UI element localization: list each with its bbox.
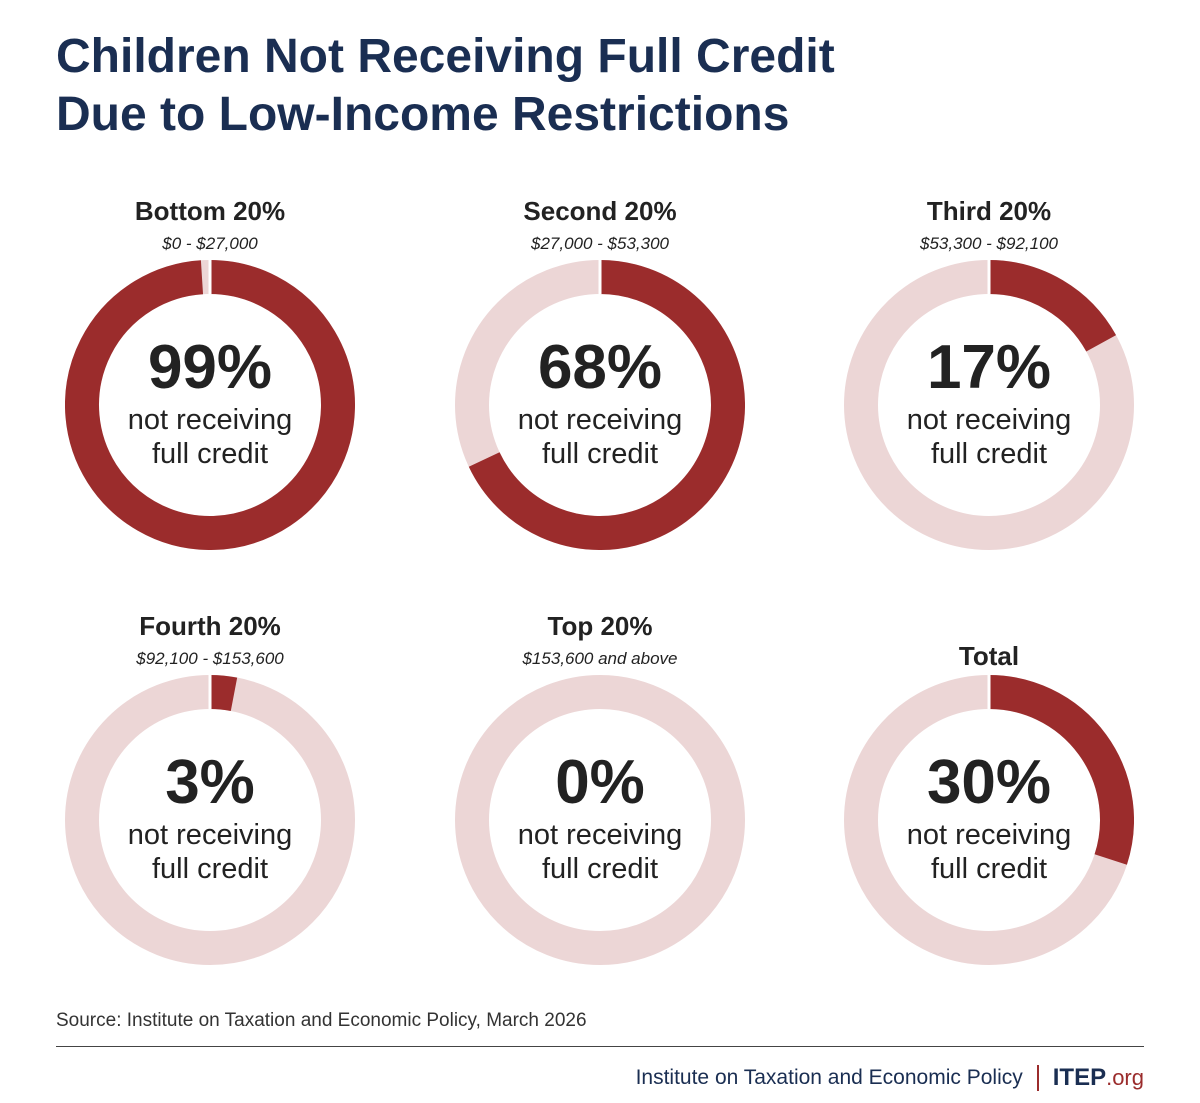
donut-ring — [455, 260, 745, 550]
category-label: Second 20% — [523, 196, 677, 226]
description-line-1: not receiving — [127, 404, 293, 436]
percent-label: 68% — [537, 333, 663, 402]
category-label: Top 20% — [547, 611, 653, 641]
donut-top-20: Top 20% $153,600 and above 0% not receiving… — [440, 611, 760, 1001]
percent-label: 17% — [926, 333, 1052, 402]
source-note: Source: Institute on Taxation and Econom… — [56, 1010, 587, 1031]
description-line-2: full credit — [151, 853, 269, 885]
category-label: Fourth 20% — [139, 611, 281, 641]
donut-ring — [455, 675, 745, 965]
description-line-1: not receiving — [517, 819, 683, 851]
donut-ring — [844, 260, 1134, 550]
donut-value-arc — [988, 675, 1134, 865]
donut-value-arc — [988, 260, 1117, 352]
description-line-1: not receiving — [127, 819, 293, 851]
description-line-2: full credit — [151, 438, 269, 470]
description-line-1: not receiving — [906, 404, 1072, 436]
description-line-2: full credit — [930, 438, 1048, 470]
footer-org-name: Institute on Taxation and Economic Polic… — [635, 1066, 1023, 1089]
income-range-label: $27,000 - $53,300 — [530, 234, 669, 253]
donut-ring — [65, 675, 355, 965]
title-line-2: Due to Low-Income Restrictions — [56, 88, 790, 141]
income-range-label: $153,600 and above — [522, 649, 678, 668]
donut-value-arc — [468, 260, 745, 550]
donut-track — [455, 675, 745, 965]
percent-label: 3% — [165, 748, 255, 817]
percent-label: 0% — [555, 748, 645, 817]
page-title: Children Not Receiving Full Credit Due t… — [56, 28, 835, 144]
donut-third-20: Third 20% $53,300 - $92,100 17% not receivi… — [829, 196, 1149, 586]
donut-bottom-20: Bottom 20% $0 - $27,000 99% not receiving fu… — [50, 196, 370, 586]
percent-label: 30% — [926, 748, 1052, 817]
donut-ring — [844, 675, 1134, 965]
category-label: Third 20% — [926, 196, 1052, 226]
footer: Institute on Taxation and Economic Polic… — [636, 1064, 1144, 1092]
footer-divider — [56, 1046, 1144, 1047]
footer-separator — [1036, 1065, 1039, 1091]
donut-fourth-20: Fourth 20% $92,100 - $153,600 3% not receiv… — [50, 611, 370, 1001]
donut-value-arc — [209, 675, 238, 712]
donut-total: Total 30% not receiving full credit — [829, 611, 1149, 1001]
income-range-label: $92,100 - $153,600 — [136, 649, 284, 668]
description-line-1: not receiving — [517, 404, 683, 436]
description-line-1: not receiving — [906, 819, 1072, 851]
description-line-2: full credit — [541, 438, 659, 470]
footer-brand-suffix[interactable]: .org — [1106, 1065, 1144, 1090]
description-line-2: full credit — [541, 853, 659, 885]
donut-second-20: Second 20% $27,000 - $53,300 68% not receiv… — [440, 196, 760, 586]
footer-brand[interactable]: ITEP — [1052, 1064, 1107, 1091]
category-label: Bottom 20% — [134, 196, 286, 226]
category-label: Total — [958, 641, 1020, 671]
income-range-label: $0 - $27,000 — [162, 234, 258, 253]
title-line-1: Children Not Receiving Full Credit — [56, 30, 835, 83]
description-line-2: full credit — [930, 853, 1048, 885]
donut-ring — [65, 260, 355, 550]
percent-label: 99% — [147, 333, 273, 402]
donut-value-arc — [65, 260, 355, 550]
income-range-label: $53,300 - $92,100 — [919, 234, 1058, 253]
